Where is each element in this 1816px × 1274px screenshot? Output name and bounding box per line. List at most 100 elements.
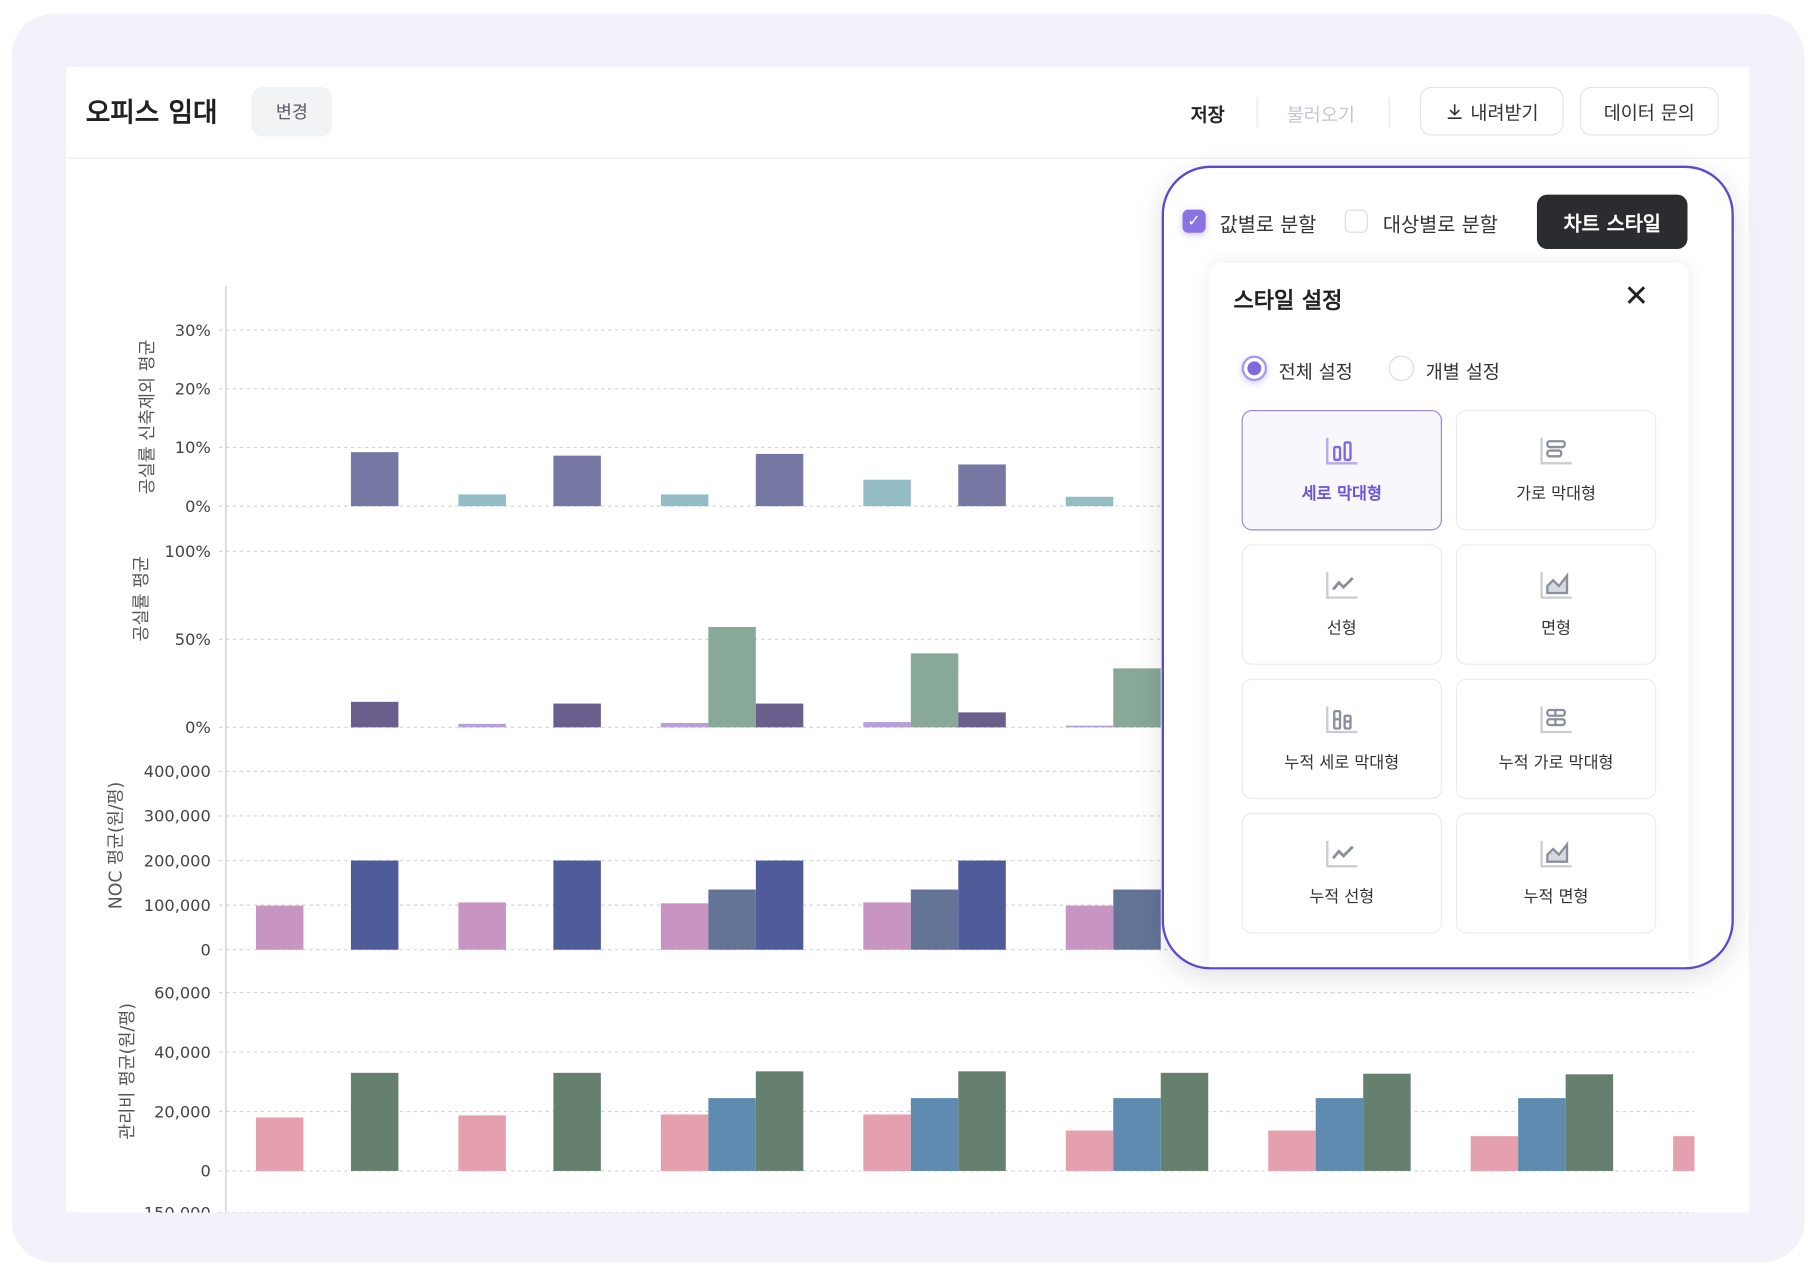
chart-type-tile[interactable]: 누적 세로 막대형 <box>1241 678 1442 800</box>
y-tick-label: 300,000 <box>144 807 211 826</box>
chart-type-label: 누적 세로 막대형 <box>1284 753 1400 773</box>
bar <box>1565 1074 1614 1171</box>
bar <box>255 905 304 950</box>
split-by-target-label[interactable]: 대상별로 분할 <box>1382 214 1498 238</box>
bar <box>1363 1073 1411 1171</box>
y-tick-label: 60,000 <box>154 983 211 1002</box>
divider <box>1256 97 1258 128</box>
bar <box>660 722 709 728</box>
bar <box>863 902 911 950</box>
bar <box>1268 1130 1316 1171</box>
y-axis-title: NOC 평균(원/평) <box>107 782 127 910</box>
bar <box>1113 668 1161 728</box>
bar <box>863 1114 911 1171</box>
y-tick-label: 10% <box>175 438 211 457</box>
chart-style-button[interactable]: 차트 스타일 <box>1536 194 1688 250</box>
bar <box>1315 1098 1364 1171</box>
bar <box>863 722 911 728</box>
bar <box>708 1098 756 1171</box>
bar <box>1673 1136 1695 1171</box>
close-icon[interactable]: ✕ <box>1623 279 1650 314</box>
bar <box>910 653 959 728</box>
chart-type-tile[interactable]: 누적 선형 <box>1241 813 1442 934</box>
y-tick-label: 150,000 <box>144 1203 211 1212</box>
chart-type-label: 가로 막대형 <box>1516 485 1596 504</box>
bar <box>553 1072 601 1171</box>
save-button[interactable]: 저장 <box>1190 104 1225 127</box>
bar <box>255 1117 304 1171</box>
bar <box>458 902 506 950</box>
bar <box>350 452 399 507</box>
chart-type-tile[interactable]: 가로 막대형 <box>1455 410 1657 531</box>
bar <box>458 1115 506 1171</box>
bar <box>350 1072 399 1171</box>
stacked-line-icon <box>1325 840 1357 868</box>
bar <box>958 860 1006 950</box>
bar <box>1518 1098 1566 1171</box>
chart-type-tile[interactable]: 누적 면형 <box>1455 813 1657 934</box>
download-button[interactable]: 내려받기 <box>1419 86 1564 136</box>
bar <box>1065 725 1114 728</box>
bar <box>958 464 1006 507</box>
chart-type-label: 누적 가로 막대형 <box>1498 753 1614 773</box>
y-tick-label: 30% <box>175 321 211 340</box>
download-icon <box>1447 104 1462 119</box>
y-axis-title: 관리비 평균(원/평) <box>118 1003 138 1140</box>
chart-type-label: 누적 면형 <box>1523 888 1589 907</box>
bar <box>1113 1098 1161 1171</box>
bar <box>1470 1136 1519 1171</box>
style-settings-card: 스타일 설정 ✕ 전체 설정 개별 설정 세로 막대형 가로 막대형 선형 면형 누적 … <box>1209 262 1689 968</box>
bar <box>660 1114 709 1171</box>
radio-individual-settings[interactable] <box>1388 355 1415 382</box>
stacked-area-icon <box>1539 840 1572 868</box>
radio-individual-label[interactable]: 개별 설정 <box>1425 361 1500 384</box>
split-by-value-label[interactable]: 값별로 분할 <box>1219 214 1317 238</box>
split-by-value-checkbox[interactable]: ✓ <box>1182 209 1206 233</box>
bar <box>660 903 709 950</box>
data-inquiry-button[interactable]: 데이터 문의 <box>1579 86 1719 136</box>
chart-type-label: 면형 <box>1541 619 1571 639</box>
split-by-target-checkbox[interactable] <box>1344 209 1368 233</box>
y-tick-label: 20,000 <box>154 1102 211 1121</box>
horizontal-bar-icon <box>1539 437 1572 465</box>
bar <box>553 455 601 507</box>
chart-area: 0% 10% 20% 30% 공실률 신축제외 평균 0% 50% 100% 공실률 평균 0 10… <box>107 286 1695 1213</box>
header-divider <box>66 157 1749 159</box>
bar <box>458 494 506 507</box>
y-tick-label: 0 <box>200 1162 210 1181</box>
chart-type-tile[interactable]: 세로 막대형 <box>1241 410 1442 531</box>
bar <box>1065 1130 1114 1171</box>
bar <box>755 703 804 728</box>
page-title: 오피스 임대 <box>85 98 218 129</box>
y-tick-label: 100,000 <box>144 896 211 915</box>
bar <box>755 1071 804 1171</box>
radio-all-label[interactable]: 전체 설정 <box>1278 361 1353 384</box>
y-tick-label: 0% <box>185 497 211 516</box>
y-tick-label: 200,000 <box>144 851 211 870</box>
chart-type-label: 선형 <box>1326 619 1357 639</box>
y-axis-title: 공실률 평균 <box>132 556 152 641</box>
chart-type-tile[interactable]: 누적 가로 막대형 <box>1455 678 1657 800</box>
bar <box>553 860 601 950</box>
check-icon: ✓ <box>1187 211 1201 231</box>
vertical-bar-icon <box>1325 437 1357 465</box>
bar <box>350 701 399 728</box>
y-axis-title: 공실률 신축제외 평균 <box>138 340 158 495</box>
chart-style-panel: ✓ 값별로 분할 대상별로 분할 차트 스타일 스타일 설정 ✕ 전체 설정 개… <box>1161 165 1734 970</box>
bar <box>755 860 804 950</box>
load-button[interactable]: 불러오기 <box>1286 104 1355 127</box>
chart-type-tile[interactable]: 면형 <box>1455 544 1657 665</box>
change-button[interactable]: 변경 <box>251 86 333 137</box>
y-tick-label: 100% <box>164 542 210 561</box>
y-tick-label: 50% <box>175 630 211 649</box>
y-tick-label: 0 <box>200 941 210 960</box>
chart-type-tile[interactable]: 선형 <box>1241 544 1442 665</box>
bar <box>910 889 959 950</box>
radio-all-settings[interactable] <box>1241 355 1268 382</box>
bar <box>910 1098 959 1171</box>
divider <box>1388 97 1390 128</box>
bar <box>553 703 601 728</box>
bar <box>1113 889 1161 950</box>
y-tick-label: 400,000 <box>144 762 211 781</box>
chart-type-label: 누적 선형 <box>1309 888 1375 907</box>
